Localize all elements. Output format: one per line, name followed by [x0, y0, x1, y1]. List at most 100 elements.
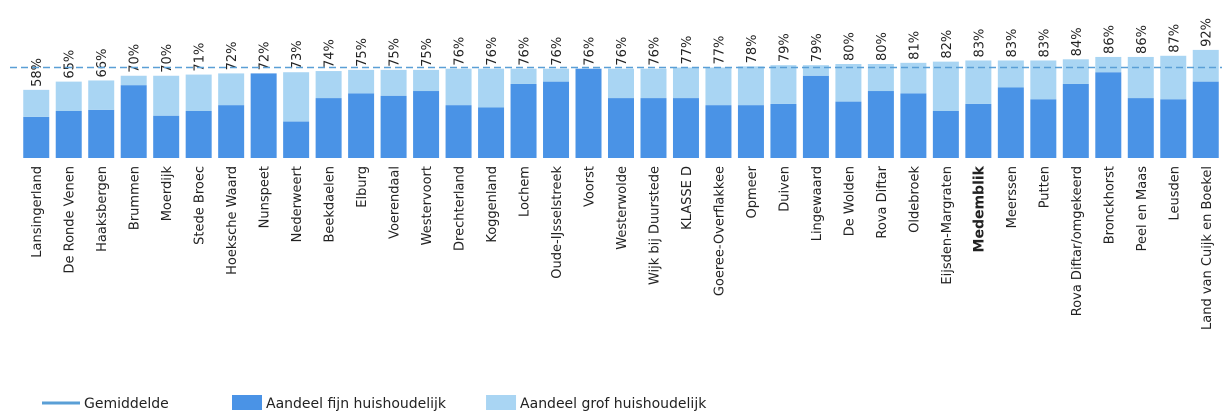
total-label: 86%	[1102, 25, 1117, 54]
bar-segment	[672, 98, 699, 158]
bar-segment	[672, 67, 699, 99]
total-label: 70%	[160, 44, 175, 73]
x-tick-label: Beekdaelen	[323, 166, 338, 243]
total-label: 76%	[485, 37, 500, 66]
x-tick-label: Rova Diftar	[875, 165, 890, 238]
total-label: 76%	[647, 37, 662, 66]
x-tick-label: Rova Diftar/omgekeerd	[1070, 166, 1085, 316]
total-label: 66%	[95, 49, 110, 78]
x-tick-label: Voorst	[583, 166, 598, 207]
total-label: 77%	[680, 36, 695, 65]
total-label: 76%	[583, 37, 598, 66]
bar-segment	[23, 116, 50, 158]
x-tick-label: Lochem	[518, 166, 533, 217]
x-tick-label: Peel en Maas	[1135, 166, 1150, 252]
bar-segment	[575, 68, 602, 158]
total-label: 73%	[290, 40, 305, 69]
bar-segment	[1095, 56, 1122, 73]
bar-segment	[55, 81, 82, 111]
bar-segment	[120, 85, 147, 158]
total-label: 79%	[810, 33, 825, 62]
bar-segment	[88, 109, 115, 158]
bar-segment	[835, 64, 862, 102]
total-label: 77%	[712, 36, 727, 65]
bar-segment	[1127, 98, 1154, 158]
bar-segment	[802, 75, 829, 158]
total-label: 74%	[323, 39, 338, 68]
total-label: 71%	[193, 43, 208, 72]
bar-segment	[1062, 83, 1089, 158]
x-tick-label: Drechterland	[453, 166, 468, 251]
bar-segment	[218, 73, 245, 106]
legend-swatch	[232, 395, 262, 410]
bar-segment	[997, 60, 1024, 88]
bar-segment	[1062, 59, 1089, 84]
total-label: 65%	[63, 50, 78, 79]
bar-segment	[23, 89, 50, 117]
bar-segment	[348, 93, 375, 158]
bar-segment	[120, 75, 147, 86]
total-label: 87%	[1167, 24, 1182, 53]
legend-label: Aandeel fijn huishoudelijk	[266, 396, 447, 412]
x-tick-label: Lansingerland	[30, 166, 45, 258]
x-tick-label: Elburg	[355, 166, 370, 208]
total-label: 84%	[1070, 27, 1085, 56]
bar-segment	[802, 65, 829, 76]
bar-segment	[705, 67, 732, 106]
bar-segment	[283, 72, 310, 122]
bar-segment	[932, 61, 959, 111]
bar-segment	[510, 68, 537, 84]
bar-segment	[250, 73, 277, 158]
total-label: 72%	[225, 41, 240, 70]
total-label: 75%	[355, 38, 370, 67]
bar-segment	[608, 98, 634, 158]
bar-segment	[965, 103, 992, 158]
x-tick-label: Voerendaal	[388, 166, 403, 239]
x-tick-label: Leusden	[1167, 166, 1182, 221]
bar-segment	[932, 111, 959, 158]
bar-segment	[478, 68, 505, 108]
bar-segment	[153, 75, 180, 116]
total-label: 92%	[1200, 18, 1215, 47]
total-label: 80%	[875, 32, 890, 61]
bar-segment	[445, 105, 472, 158]
bar-segment	[283, 121, 310, 158]
x-tick-label: Nunspeet	[258, 166, 273, 228]
bar-segment	[1192, 49, 1219, 82]
bar-segment	[543, 68, 570, 82]
bar-segment	[185, 111, 212, 158]
bar-segment	[445, 68, 472, 106]
bar-segment	[770, 103, 797, 158]
bar-segment	[737, 105, 764, 158]
legend-swatch	[486, 395, 517, 410]
total-label: 78%	[745, 34, 760, 63]
total-label: 76%	[518, 37, 533, 66]
x-tick-label: Meerssen	[1005, 166, 1020, 228]
x-tick-label: De Wolden	[842, 166, 857, 236]
bar-segment	[1095, 72, 1122, 158]
bar-segment	[770, 65, 797, 104]
total-label: 76%	[550, 37, 565, 66]
bar-segment	[705, 105, 732, 158]
bar-segment	[218, 105, 245, 158]
total-label: 81%	[907, 31, 922, 60]
total-label: 80%	[842, 32, 857, 61]
bar-segment	[413, 91, 440, 158]
x-tick-label: Duiven	[777, 166, 792, 212]
bar-segment	[543, 81, 570, 158]
bar-segment	[608, 68, 634, 99]
x-tick-label: Opmeer	[745, 165, 760, 218]
x-tick-label: Wijk bij Duurstede	[647, 166, 662, 285]
bar-segment	[835, 101, 862, 158]
total-label: 75%	[388, 38, 403, 67]
bar-segment	[55, 111, 82, 158]
bar-segment	[1030, 99, 1057, 158]
bar-segment	[1127, 56, 1154, 99]
x-tick-label: Putten	[1037, 166, 1052, 208]
bar-segment	[88, 80, 115, 110]
bar-segment	[478, 107, 505, 158]
total-label: 82%	[940, 30, 955, 59]
x-tick-label: Moerdijk	[160, 166, 175, 222]
total-label: 76%	[615, 37, 630, 66]
